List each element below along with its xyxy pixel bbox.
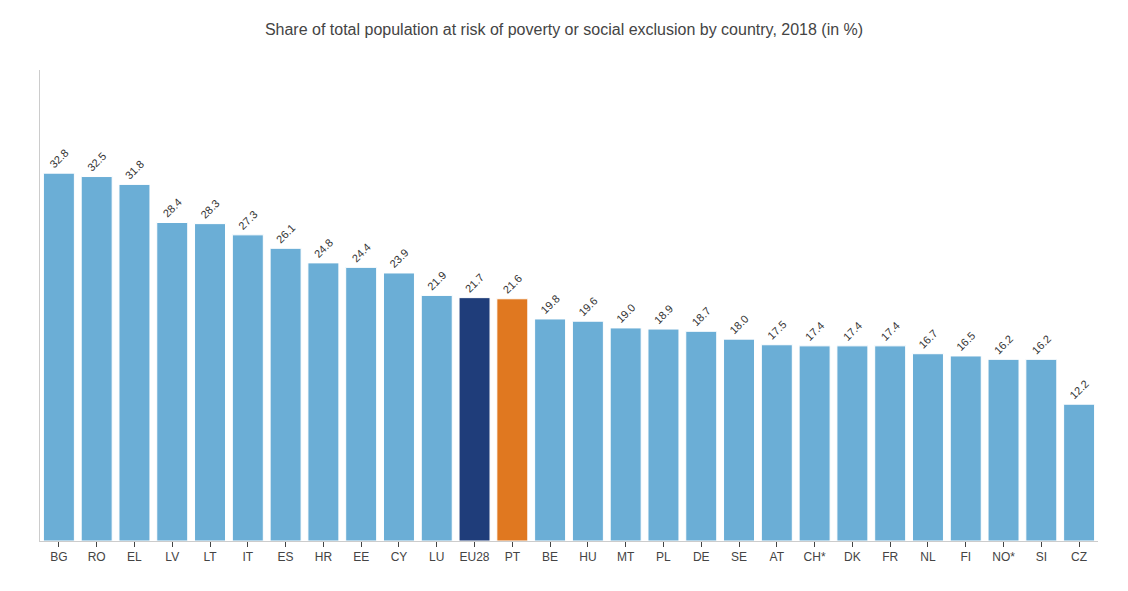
svg-text:12.2: 12.2: [1067, 378, 1091, 402]
svg-text:17.4: 17.4: [878, 319, 902, 343]
svg-text:DE: DE: [693, 550, 710, 564]
svg-text:16.2: 16.2: [1030, 333, 1054, 357]
svg-text:BE: BE: [542, 550, 558, 564]
svg-text:SE: SE: [731, 550, 747, 564]
svg-text:32.8: 32.8: [47, 147, 71, 171]
svg-text:28.4: 28.4: [160, 196, 184, 220]
svg-text:MT: MT: [617, 550, 635, 564]
svg-text:21.9: 21.9: [425, 269, 449, 293]
svg-text:PL: PL: [656, 550, 671, 564]
svg-text:Share of total population at r: Share of total population at risk of pov…: [265, 21, 863, 38]
svg-text:18.7: 18.7: [689, 305, 713, 329]
svg-text:HU: HU: [579, 550, 596, 564]
svg-text:19.8: 19.8: [538, 292, 562, 316]
svg-text:16.7: 16.7: [916, 327, 940, 351]
svg-text:IT: IT: [242, 550, 253, 564]
svg-text:23.9: 23.9: [387, 246, 411, 270]
svg-text:17.4: 17.4: [841, 319, 865, 343]
svg-text:18.0: 18.0: [727, 313, 751, 337]
svg-text:24.4: 24.4: [349, 241, 373, 265]
svg-text:HR: HR: [315, 550, 333, 564]
svg-text:AT: AT: [770, 550, 785, 564]
svg-text:DK: DK: [844, 550, 861, 564]
svg-text:32.5: 32.5: [85, 150, 109, 174]
svg-text:EU28: EU28: [460, 550, 490, 564]
svg-text:21.7: 21.7: [463, 271, 487, 295]
svg-text:18.9: 18.9: [652, 302, 676, 326]
svg-text:CY: CY: [391, 550, 408, 564]
svg-text:17.5: 17.5: [765, 318, 789, 342]
svg-text:CZ: CZ: [1071, 550, 1087, 564]
svg-text:CH*: CH*: [804, 550, 826, 564]
svg-text:SI: SI: [1036, 550, 1047, 564]
svg-text:24.8: 24.8: [312, 236, 336, 260]
svg-text:26.1: 26.1: [274, 222, 298, 246]
svg-text:17.4: 17.4: [803, 319, 827, 343]
svg-text:NL: NL: [920, 550, 936, 564]
svg-text:LV: LV: [165, 550, 179, 564]
svg-text:PT: PT: [505, 550, 521, 564]
svg-text:EE: EE: [353, 550, 369, 564]
svg-text:LU: LU: [429, 550, 444, 564]
svg-text:19.6: 19.6: [576, 295, 600, 319]
svg-text:BG: BG: [50, 550, 67, 564]
svg-text:EL: EL: [127, 550, 142, 564]
svg-text:LT: LT: [203, 550, 217, 564]
svg-text:28.3: 28.3: [198, 197, 222, 221]
svg-text:16.2: 16.2: [992, 333, 1016, 357]
svg-text:19.0: 19.0: [614, 301, 638, 325]
svg-text:ES: ES: [278, 550, 294, 564]
svg-text:RO: RO: [88, 550, 106, 564]
svg-text:FR: FR: [882, 550, 898, 564]
svg-text:16.5: 16.5: [954, 329, 978, 353]
svg-text:27.3: 27.3: [236, 208, 260, 232]
svg-text:31.8: 31.8: [123, 158, 147, 182]
svg-text:NO*: NO*: [992, 550, 1015, 564]
svg-text:FI: FI: [960, 550, 971, 564]
svg-text:21.6: 21.6: [501, 272, 525, 296]
